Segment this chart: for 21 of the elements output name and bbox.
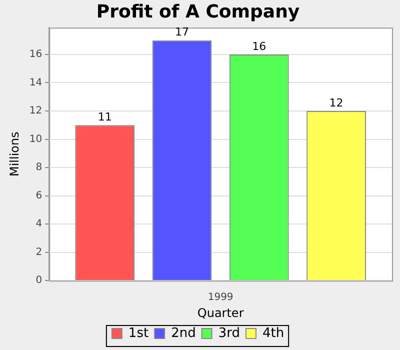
- y-tick-label: 2: [36, 246, 42, 258]
- chart-title: Profit of A Company: [96, 1, 300, 22]
- y-tick-label: 8: [36, 162, 42, 174]
- y-axis-title: Millions: [7, 132, 22, 177]
- y-tick-label: 4: [36, 218, 42, 230]
- legend-label: 2nd: [171, 326, 196, 341]
- data-label: 11: [98, 110, 112, 124]
- y-tick-label: 14: [29, 77, 42, 88]
- data-label: 17: [174, 26, 189, 39]
- legend-label: 3rd: [218, 326, 240, 341]
- x-tick-label: 1999: [208, 292, 234, 304]
- y-tick-label: 16: [29, 49, 42, 60]
- y-tick-label: 6: [36, 190, 42, 202]
- x-axis-title: Quarter: [197, 306, 244, 320]
- y-tick-label: 0: [36, 275, 42, 286]
- data-label: 16: [252, 40, 266, 53]
- data-label: 12: [329, 96, 344, 110]
- legend-label: 1st: [128, 326, 149, 341]
- legend-label: 4th: [262, 326, 284, 341]
- y-tick-label: 10: [29, 134, 42, 145]
- y-tick-label: 12: [29, 106, 42, 117]
